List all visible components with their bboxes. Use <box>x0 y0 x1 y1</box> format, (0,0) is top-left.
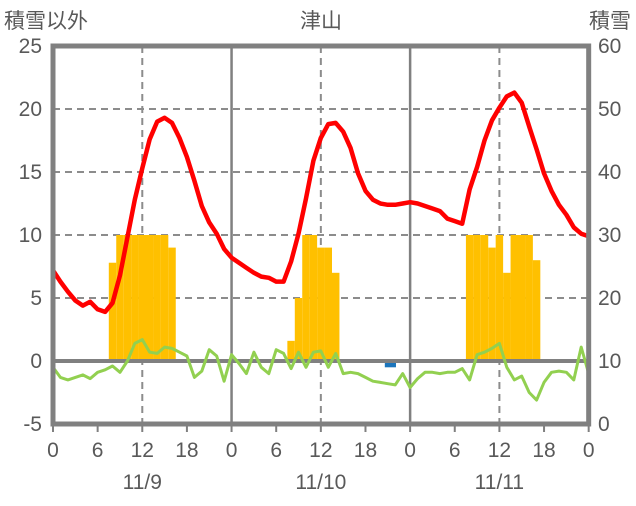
x-axis-date-label: 11/11 <box>475 471 524 494</box>
plot-border <box>50 43 592 427</box>
x-axis-hour-label: 6 <box>449 439 461 462</box>
x-axis-hour-label: 18 <box>175 439 198 462</box>
x-axis-hour-label: 0 <box>47 439 59 462</box>
sunshine-bar <box>168 247 176 361</box>
right-axis-tick-label: 50 <box>598 98 621 121</box>
sunshine-bar <box>532 260 541 361</box>
sunshine-bar <box>332 272 340 361</box>
left-axis-tick-label: 10 <box>19 224 42 247</box>
temperature-line <box>50 90 591 315</box>
left-axis-tick-label: 20 <box>19 98 42 121</box>
sunshine-bar <box>287 340 295 361</box>
x-axis-hour-label: 0 <box>583 439 595 462</box>
sunshine-bar <box>294 298 303 361</box>
sunshine-bar <box>138 235 146 361</box>
chart-title: 津山 <box>300 10 342 33</box>
sunshine-bar <box>503 272 511 361</box>
x-axis-hour-label: 0 <box>404 439 416 462</box>
left-axis-tick-label: 0 <box>30 350 42 373</box>
sunshine-bar <box>131 235 139 361</box>
sunshine-bar <box>309 235 318 361</box>
x-axis-hour-label: 18 <box>354 439 377 462</box>
x-axis-hour-label: 6 <box>270 439 282 462</box>
right-axis-tick-label: 40 <box>598 161 621 184</box>
left-axis-tick-label: 5 <box>30 287 42 310</box>
sunshine-bar <box>480 235 489 361</box>
sunshine-bar <box>160 235 169 361</box>
sunshine-bar <box>324 247 332 361</box>
right-axis-tick-label: 20 <box>598 287 621 310</box>
sunshine-bar <box>302 235 310 361</box>
x-axis-date-label: 11/9 <box>123 471 162 494</box>
left-axis-title: 積雪以外 <box>4 10 88 33</box>
left-axis-tick-label: 25 <box>19 35 42 58</box>
x-axis-hour-label: 6 <box>92 439 104 462</box>
sunshine-bar <box>153 235 161 361</box>
green-series-line <box>51 338 591 402</box>
left-axis-tick-label: -5 <box>23 413 42 436</box>
x-axis-hour-label: 12 <box>131 439 154 462</box>
sunshine-bar <box>465 235 474 361</box>
sunshine-bar <box>146 235 154 361</box>
right-axis-tick-label: 30 <box>598 224 621 247</box>
sunshine-bar <box>525 235 533 361</box>
sunshine-bar <box>317 247 325 361</box>
sunshine-bar <box>495 235 504 361</box>
right-axis-tick-label: 0 <box>598 413 610 436</box>
left-axis-tick-label: 15 <box>19 161 42 184</box>
right-axis-tick-label: 60 <box>598 35 621 58</box>
x-axis-hour-label: 0 <box>226 439 238 462</box>
x-axis-hour-label: 18 <box>532 439 555 462</box>
x-axis-date-label: 11/10 <box>295 471 346 494</box>
right-axis-tick-label: 10 <box>598 350 621 373</box>
sunshine-bar <box>116 235 124 361</box>
sunshine-bar <box>488 247 496 361</box>
x-axis-hour-label: 12 <box>488 439 511 462</box>
x-axis-hour-label: 12 <box>309 439 332 462</box>
sunshine-bar <box>108 262 117 361</box>
blue-marker <box>384 361 396 368</box>
sunshine-bar <box>518 235 526 361</box>
right-axis-title: 積雪 <box>589 10 631 33</box>
sunshine-bar <box>473 235 481 361</box>
sunshine-bar <box>123 235 132 361</box>
sunshine-bar <box>510 235 518 361</box>
